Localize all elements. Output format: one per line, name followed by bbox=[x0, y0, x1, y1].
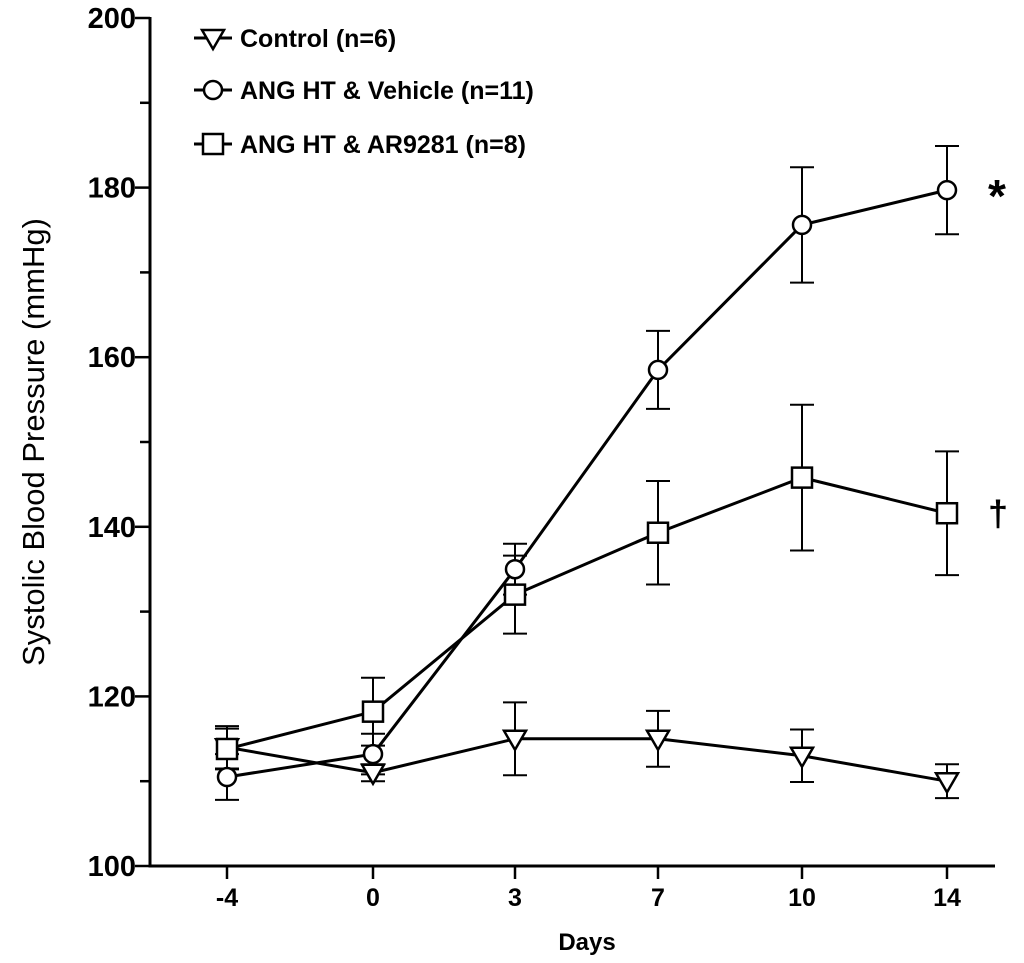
data-point bbox=[215, 737, 239, 761]
y-tick-label: 160 bbox=[88, 342, 136, 374]
y-ticks: 100 120 140 160 180 200 bbox=[88, 3, 150, 883]
x-tick-label: 10 bbox=[788, 884, 816, 912]
legend-marker bbox=[201, 132, 225, 156]
legend: Control (n=6) ANG HT & Vehicle (n=11) ANG … bbox=[194, 25, 534, 159]
y-tick-label: 100 bbox=[88, 851, 136, 883]
x-tick-label: -4 bbox=[216, 884, 238, 912]
data-point bbox=[647, 359, 669, 381]
data-point bbox=[503, 583, 527, 606]
series-1 bbox=[215, 145, 959, 801]
series-line bbox=[226, 737, 948, 783]
series-0 bbox=[215, 701, 959, 800]
series-markers-2 bbox=[215, 466, 959, 761]
legend-label: Control (n=6) bbox=[240, 25, 396, 53]
y-tick-label: 120 bbox=[88, 681, 136, 713]
legend-marker bbox=[199, 28, 227, 52]
data-point bbox=[216, 766, 238, 788]
data-point bbox=[359, 763, 387, 787]
x-tick-label: 3 bbox=[508, 884, 522, 912]
series-markers-1 bbox=[216, 179, 958, 788]
legend-item: Control (n=6) bbox=[194, 25, 396, 53]
legend-item: ANG HT & AR9281 (n=8) bbox=[194, 131, 526, 159]
x-tick-label: 14 bbox=[933, 884, 961, 912]
data-point bbox=[933, 771, 961, 795]
data-point bbox=[788, 746, 816, 770]
legend-label: ANG HT & Vehicle (n=11) bbox=[240, 77, 534, 105]
legend-item: ANG HT & Vehicle (n=11) bbox=[194, 77, 534, 105]
series-group bbox=[213, 145, 961, 801]
data-point bbox=[791, 214, 813, 236]
series-line bbox=[226, 188, 948, 779]
annotations: *† bbox=[988, 170, 1008, 534]
data-point bbox=[936, 179, 958, 201]
legend-marker bbox=[202, 79, 224, 101]
y-axis-label: Systolic Blood Pressure (mmHg) bbox=[16, 218, 51, 666]
legend-label: ANG HT & AR9281 (n=8) bbox=[240, 131, 526, 159]
y-tick-label: 140 bbox=[88, 512, 136, 544]
data-point bbox=[644, 729, 672, 753]
x-ticks: -4 0 3 7 10 14 bbox=[216, 866, 961, 912]
data-point bbox=[646, 521, 670, 544]
data-point bbox=[361, 700, 385, 723]
data-point bbox=[790, 466, 814, 489]
data-point bbox=[504, 558, 526, 580]
series-2 bbox=[215, 403, 959, 771]
annotation-mark: * bbox=[988, 170, 1006, 222]
data-point bbox=[362, 743, 384, 765]
data-point bbox=[501, 729, 529, 753]
y-tick-label: 180 bbox=[88, 173, 136, 205]
series-line bbox=[226, 476, 948, 751]
data-point bbox=[935, 501, 959, 525]
x-tick-label: 7 bbox=[651, 884, 665, 912]
x-tick-label: 0 bbox=[366, 884, 380, 912]
y-tick-label: 200 bbox=[88, 3, 136, 35]
x-axis-label: Days bbox=[558, 929, 615, 956]
annotation-mark: † bbox=[988, 493, 1008, 534]
